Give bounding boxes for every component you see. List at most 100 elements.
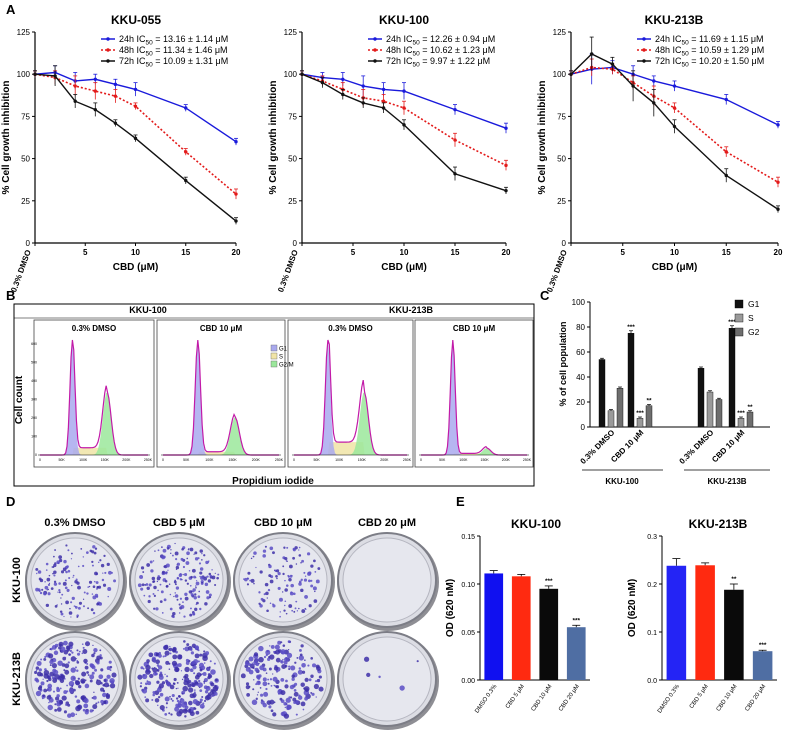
colony	[77, 677, 80, 680]
x-tick-label: 150K	[358, 458, 367, 462]
colony	[201, 552, 203, 555]
colony	[182, 601, 184, 604]
colony	[87, 674, 90, 676]
colony	[304, 659, 306, 662]
colony	[311, 692, 315, 696]
colony	[175, 697, 179, 700]
colony	[249, 579, 252, 582]
colony	[64, 656, 67, 659]
colony	[175, 568, 178, 570]
colony	[58, 591, 61, 594]
colony	[93, 551, 97, 555]
colony	[91, 560, 94, 564]
significance-label: ***	[759, 642, 767, 649]
colony	[142, 571, 145, 573]
colony	[67, 703, 71, 707]
colony	[304, 575, 307, 577]
colony	[53, 690, 55, 693]
colony	[298, 580, 302, 584]
colony	[215, 685, 217, 687]
x-tick-label: 200K	[122, 458, 131, 462]
colony	[44, 580, 46, 583]
colony	[284, 579, 286, 582]
colony	[34, 677, 39, 682]
colony	[101, 703, 104, 706]
panel-letter-c: C	[540, 288, 550, 303]
colony	[314, 680, 318, 683]
colony	[216, 576, 219, 580]
colony	[159, 671, 163, 675]
colony	[157, 665, 163, 670]
bar-G2	[746, 411, 754, 428]
colony	[102, 583, 107, 587]
y-tick-label: 0	[26, 239, 31, 248]
legend-marker	[642, 37, 646, 41]
colony	[60, 603, 63, 605]
colony	[214, 572, 216, 574]
colony	[197, 682, 203, 688]
colony	[189, 613, 193, 617]
colony	[291, 609, 294, 612]
colony	[269, 645, 271, 647]
colony	[106, 562, 110, 567]
plate-inner-rim	[134, 537, 224, 623]
colony	[179, 578, 182, 581]
panel-letter-e: E	[456, 494, 465, 509]
colony	[81, 652, 84, 655]
colony	[49, 671, 55, 677]
colony	[190, 651, 194, 655]
colony	[49, 664, 52, 667]
colony	[293, 592, 296, 596]
significance-label: **	[646, 398, 652, 405]
colony	[157, 575, 160, 578]
colony	[182, 648, 185, 650]
x-tick-label: 20	[774, 248, 783, 257]
colony	[46, 577, 51, 582]
series-line-48h	[570, 66, 779, 183]
colony	[65, 544, 68, 547]
x-tick-label: 0.3% DMSO	[545, 249, 569, 294]
data-point	[381, 99, 386, 103]
colony	[300, 701, 306, 707]
colony	[310, 584, 314, 588]
colony	[290, 665, 296, 671]
colony	[194, 681, 199, 685]
data-point	[113, 94, 118, 98]
colony	[192, 698, 199, 705]
colony	[67, 713, 72, 718]
colony	[35, 690, 42, 697]
colony	[84, 665, 89, 670]
colony	[282, 644, 286, 647]
colony	[240, 673, 246, 679]
colony	[100, 681, 103, 685]
colony	[180, 604, 185, 609]
colony	[47, 583, 51, 586]
colony	[64, 586, 68, 590]
colony	[269, 654, 275, 660]
colony	[149, 560, 153, 564]
colony	[269, 579, 274, 584]
colony	[253, 652, 259, 657]
colony	[82, 605, 85, 608]
y-tick-label: 0.0	[647, 678, 657, 685]
colony	[152, 690, 156, 695]
colony	[174, 594, 179, 598]
colony	[263, 593, 266, 596]
colony	[169, 695, 171, 698]
colony	[199, 698, 203, 702]
colony	[269, 602, 272, 605]
y-tick-label: 25	[557, 197, 566, 206]
colony	[204, 690, 209, 694]
colony	[276, 577, 278, 580]
colony	[165, 572, 168, 575]
legend-marker	[106, 48, 110, 52]
colony	[193, 646, 196, 649]
colony	[186, 551, 190, 556]
column-label: CBD 10 μM	[254, 517, 312, 529]
y-axis-label: % Cell growth inhibition	[268, 81, 279, 195]
colony	[181, 692, 184, 695]
colony	[245, 685, 250, 690]
column-label: 0.3% DMSO	[44, 517, 106, 529]
colony	[280, 649, 286, 655]
